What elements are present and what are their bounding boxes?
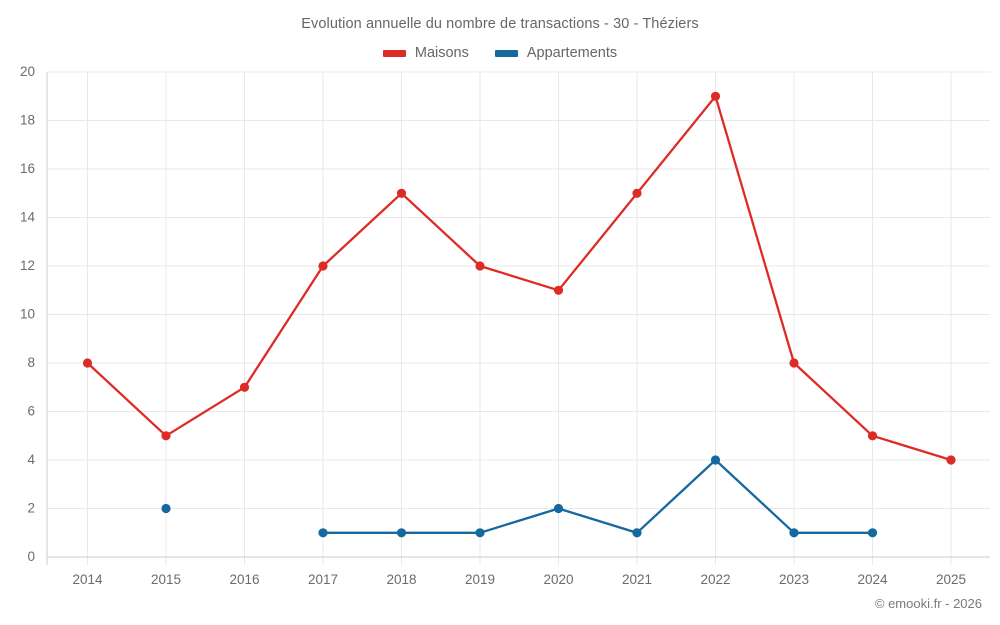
data-point[interactable]: [632, 188, 642, 198]
x-tick-label: 2022: [700, 572, 730, 587]
data-point[interactable]: [161, 431, 171, 441]
legend-item-appartements[interactable]: Appartements: [494, 45, 618, 61]
y-tick-label: 0: [27, 549, 35, 564]
footer-credit: © emooki.fr - 2026: [874, 596, 982, 611]
y-axis-tick-labels: 0 2 4 6 8 10 12 14 16 18 20: [20, 64, 36, 564]
y-tick-label: 12: [20, 258, 35, 273]
x-tick-label: 2023: [779, 572, 809, 587]
x-tick-label: 2015: [151, 572, 181, 587]
data-point[interactable]: [867, 528, 878, 538]
y-gridlines: [47, 71, 990, 558]
data-point[interactable]: [475, 528, 485, 538]
axis-lines: [46, 72, 990, 565]
y-tick-label: 20: [20, 64, 35, 79]
legend-swatch-appartements: [494, 49, 518, 57]
y-tick-label: 6: [27, 404, 35, 419]
x-tick-label: 2021: [622, 572, 652, 587]
chart-title: Evolution annuelle du nombre de transact…: [301, 16, 699, 32]
data-point[interactable]: [789, 528, 799, 538]
x-tick-label: 2014: [72, 572, 103, 587]
legend-label-appartements: Appartements: [526, 45, 618, 61]
data-point[interactable]: [632, 528, 642, 538]
y-tick-label: 2: [27, 501, 35, 516]
y-tick-label: 16: [20, 161, 35, 176]
data-point[interactable]: [396, 188, 407, 198]
data-point[interactable]: [475, 261, 485, 271]
series-points: [82, 91, 956, 538]
x-axis-tick-labels: 2014 2015 2016 2017 2018 2019 2020 2021 2022 2023…: [72, 572, 966, 587]
data-point[interactable]: [789, 358, 799, 368]
y-tick-label: 14: [20, 210, 36, 225]
x-tick-label: 2018: [386, 572, 416, 587]
data-point[interactable]: [553, 285, 564, 295]
x-tick-label: 2017: [308, 572, 338, 587]
x-tick-label: 2025: [936, 572, 966, 587]
data-point[interactable]: [710, 91, 721, 101]
x-tick-label: 2016: [229, 572, 259, 587]
series-lines: [86, 95, 953, 534]
series-line-maisons: [86, 95, 953, 462]
data-point[interactable]: [867, 431, 878, 441]
data-point[interactable]: [396, 528, 407, 538]
legend-item-maisons[interactable]: Maisons: [382, 45, 469, 61]
data-point[interactable]: [710, 455, 721, 465]
data-point[interactable]: [82, 358, 93, 368]
x-gridlines: [87, 72, 952, 565]
y-tick-label: 18: [20, 113, 35, 128]
data-point[interactable]: [318, 528, 328, 538]
data-point[interactable]: [239, 382, 250, 392]
y-tick-label: 4: [27, 452, 35, 467]
x-tick-label: 2020: [543, 572, 573, 587]
y-tick-label: 10: [20, 307, 35, 322]
legend-label-maisons: Maisons: [414, 45, 469, 61]
y-tick-label: 8: [27, 355, 35, 370]
x-tick-label: 2024: [857, 572, 888, 587]
series-line-appartements: [321, 458, 874, 534]
data-point[interactable]: [318, 261, 328, 271]
legend-swatch-maisons: [382, 49, 406, 57]
data-point[interactable]: [161, 503, 171, 514]
x-tick-label: 2019: [465, 572, 495, 587]
chart-legend: Maisons Appartements: [0, 45, 1000, 61]
data-point[interactable]: [553, 503, 564, 514]
data-point[interactable]: [946, 455, 956, 465]
